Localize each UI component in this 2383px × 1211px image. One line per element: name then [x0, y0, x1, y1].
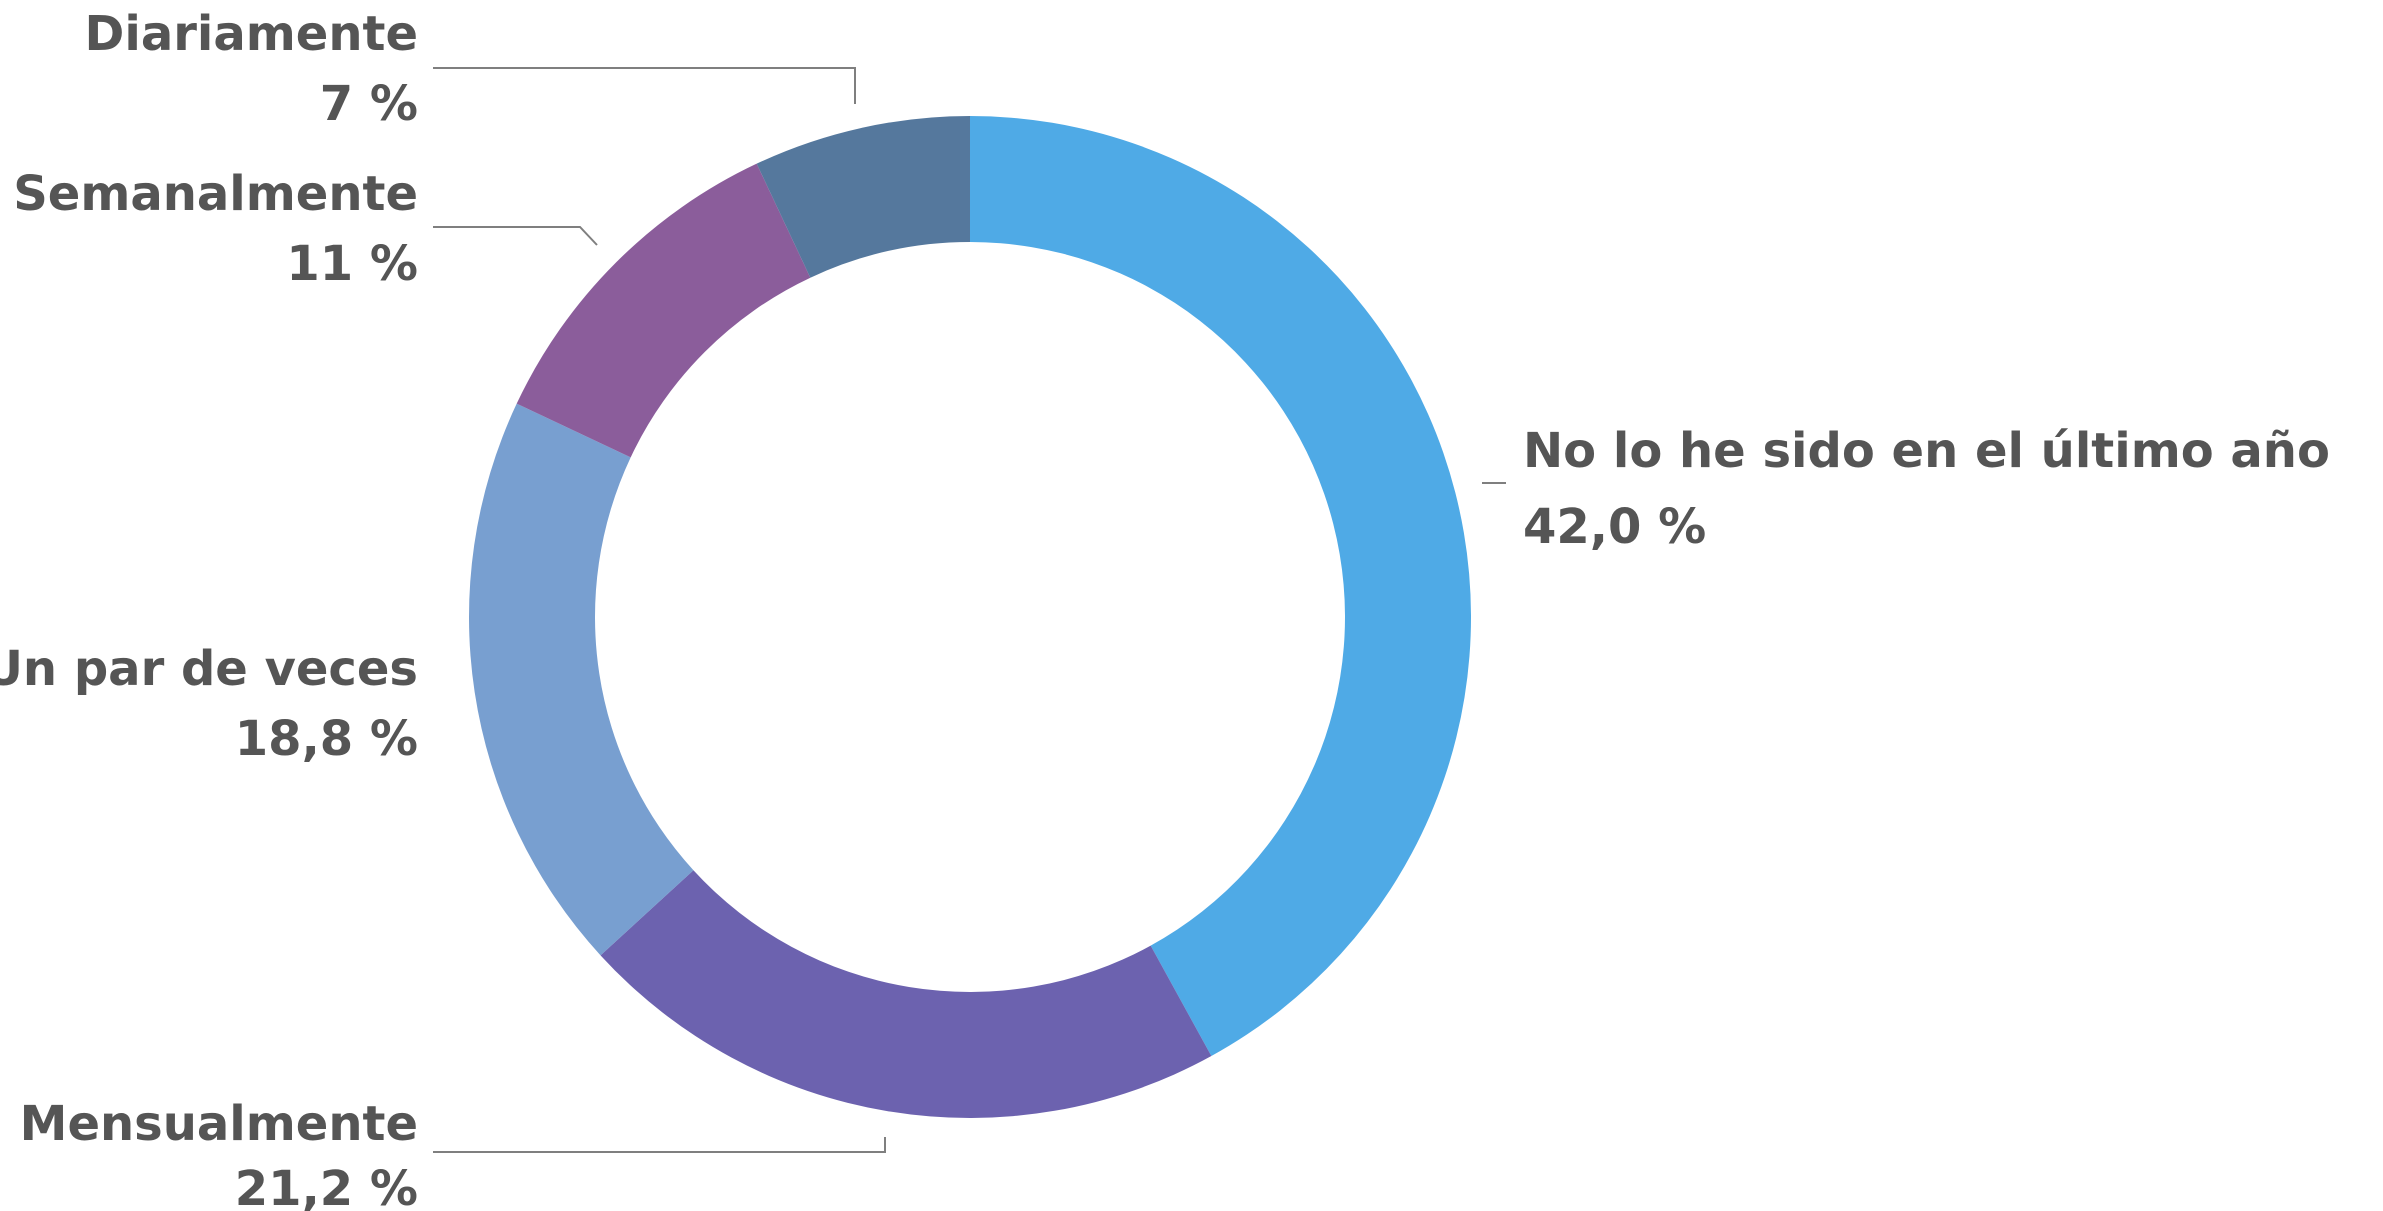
donut-slice-no-lo-he-sido-en-el-ultimo-ano — [970, 116, 1472, 1057]
slice-label-no-lo-he-sido: No lo he sido en el último año — [1523, 423, 2330, 479]
leader-line-semanalmente — [433, 226, 598, 246]
slice-label-semanalmente: Semanalmente — [13, 166, 418, 222]
donut-slice-un-par-de-veces — [468, 403, 694, 956]
slice-value-no-lo-he-sido: 42,0 % — [1523, 499, 1706, 555]
leader-line-mensualmente — [433, 1137, 886, 1153]
slice-label-diariamente: Diariamente — [85, 6, 418, 62]
leader-line-diariamente — [433, 67, 856, 104]
donut-slice-mensualmente — [600, 870, 1212, 1118]
donut-slice-semanalmente — [516, 163, 811, 458]
donut-slices — [468, 116, 1472, 1118]
slice-label-un-par-de-veces: Un par de veces — [0, 641, 418, 697]
slice-value-diariamente: 7 % — [320, 76, 418, 132]
slice-value-semanalmente: 11 % — [286, 236, 418, 292]
slice-label-mensualmente: Mensualmente — [20, 1096, 418, 1152]
donut-slice-diariamente — [756, 116, 970, 278]
slice-value-un-par-de-veces: 18,8 % — [235, 711, 418, 767]
slice-value-mensualmente: 21,2 % — [235, 1161, 418, 1211]
leader-lines — [433, 67, 1506, 1153]
